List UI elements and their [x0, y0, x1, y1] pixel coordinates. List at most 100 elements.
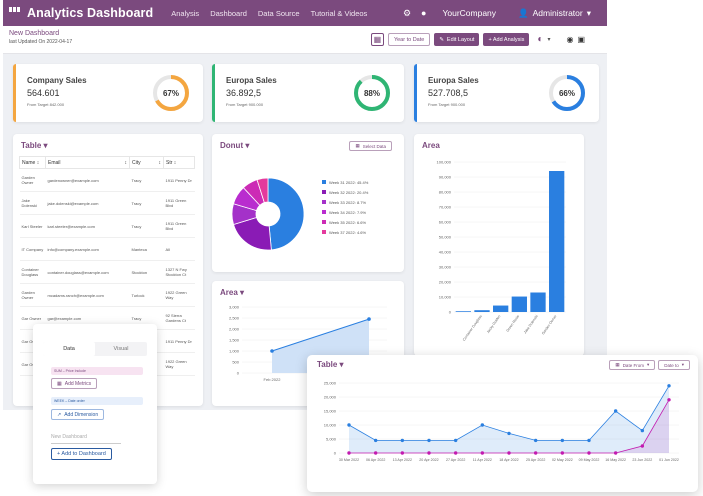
legend-item[interactable]: Week 33 2022: 8.7%: [322, 197, 368, 207]
nav-data-source[interactable]: Data Source: [257, 8, 300, 18]
bar[interactable]: [511, 296, 527, 312]
table-cell: 1922 Green Way: [163, 283, 195, 307]
donut-slice[interactable]: [267, 177, 305, 251]
data-point[interactable]: [453, 451, 458, 455]
legend-item[interactable]: Week 37 2022: 4.6%: [322, 227, 368, 237]
data-point[interactable]: [480, 451, 485, 455]
palette-picker-icon[interactable]: ◐: [537, 34, 544, 45]
chevron-down-icon[interactable]: ▾: [547, 37, 551, 43]
dashboard-name-input[interactable]: New Dashboard: [51, 434, 121, 444]
bar[interactable]: [474, 310, 490, 312]
nav-tutorial[interactable]: Tutorial & Videos: [310, 8, 368, 18]
data-point[interactable]: [667, 384, 671, 388]
company-name[interactable]: YourCompany: [442, 8, 497, 18]
legend-item[interactable]: Week 31 2022: 45.4%: [322, 177, 368, 187]
add-to-dashboard-button[interactable]: + Add to Dashboard: [51, 448, 112, 460]
table-row[interactable]: Karl Steeler karl.steeler@example.com Trac…: [19, 214, 195, 238]
column-header-street[interactable]: Str ↕: [163, 156, 195, 169]
kpi-card-europa-sales[interactable]: Europa Sales 36.892,5 From Target 900.00…: [212, 64, 404, 122]
column-header-name[interactable]: Name ↕: [19, 156, 46, 169]
tab-data[interactable]: Data: [43, 342, 95, 356]
table-row[interactable]: Container Douglass container.douglass@exa…: [19, 260, 195, 284]
add-metrics-button[interactable]: ▦ Add Metrics: [51, 378, 98, 389]
data-point[interactable]: [613, 451, 618, 455]
data-point[interactable]: [667, 398, 671, 402]
top-bar: Analytics Dashboard Analysis Dashboard D…: [3, 0, 607, 26]
bar[interactable]: [549, 171, 565, 312]
data-point[interactable]: [347, 451, 351, 455]
nav-dashboard[interactable]: Dashboard: [210, 8, 247, 18]
legend-item[interactable]: Week 32 2022: 20.4%: [322, 187, 368, 197]
data-point[interactable]: [533, 451, 538, 455]
palette-icon[interactable]: ⚙: [402, 7, 412, 18]
area-fill: [349, 385, 669, 453]
data-point[interactable]: [427, 451, 431, 455]
data-point[interactable]: [533, 438, 538, 443]
data-point[interactable]: [453, 438, 458, 443]
data-point[interactable]: [640, 428, 645, 433]
data-point[interactable]: [587, 438, 591, 443]
tab-visual[interactable]: Visual: [113, 346, 129, 352]
kpi-target: From Target 842.000: [27, 102, 65, 107]
column-header-email[interactable]: Email ↕: [45, 156, 130, 169]
data-point[interactable]: [480, 423, 485, 427]
data-point[interactable]: [400, 438, 405, 443]
date-from-select[interactable]: ▦ Date From ▾: [609, 360, 656, 370]
kpi-card-europa-sales-2[interactable]: Europa Sales 527.708,5 From Target 900.0…: [414, 64, 599, 122]
edit-layout-button[interactable]: ✎ Edit Layout: [434, 33, 480, 46]
card-title[interactable]: Area ▾: [220, 288, 245, 297]
data-point[interactable]: [400, 451, 405, 455]
table-line-chart-panel: Table ▾ ▦ Date From ▾ Date to ▾ 25,000 20…: [307, 355, 698, 492]
legend-label: Week 34 2022: 7.9%: [329, 209, 367, 215]
data-point[interactable]: [270, 349, 274, 353]
legend-item[interactable]: Week 34 2022: 7.9%: [322, 207, 368, 217]
table-row[interactable]: Jake Dolenski jake.dolenski@example.com Tr…: [19, 191, 195, 215]
kpi-card-company-sales[interactable]: Company Sales 564.601 From Target 842.00…: [13, 64, 203, 122]
y-tick-label: 500: [232, 360, 239, 365]
data-point[interactable]: [507, 451, 511, 455]
data-point[interactable]: [373, 451, 378, 455]
bar[interactable]: [530, 292, 546, 313]
year-to-date-button[interactable]: Year to Date: [387, 33, 431, 46]
bar[interactable]: [493, 305, 509, 312]
column-header-city[interactable]: City ↕: [129, 156, 164, 169]
nav-analysis[interactable]: Analysis: [171, 8, 200, 18]
card-title[interactable]: Table ▾: [21, 141, 48, 150]
add-analysis-button[interactable]: + Add Analysis: [483, 33, 530, 46]
x-tick-label: 06 Apr 2022: [366, 458, 385, 462]
data-point[interactable]: [373, 438, 378, 443]
table-row[interactable]: Garden Owner mcadams.ranch@example.com Tur…: [19, 283, 195, 307]
card-title[interactable]: Table ▾: [317, 360, 344, 369]
metric-chip[interactable]: SUM – Price Include: [51, 367, 143, 375]
data-point[interactable]: [507, 431, 511, 436]
legend-item[interactable]: Week 35 2022: 6.6%: [322, 217, 368, 227]
user-menu[interactable]: 👤 Administrator ▾: [518, 8, 591, 19]
calendar-icon[interactable]: ▦: [370, 33, 384, 46]
x-tick-label: 13 Apr 2022: [393, 458, 412, 462]
data-point[interactable]: [587, 451, 591, 455]
dimension-chip[interactable]: WEEK – Date order: [51, 397, 143, 405]
donut-slice[interactable]: [256, 177, 269, 204]
notification-icon[interactable]: ●: [421, 8, 427, 18]
trash-icon[interactable]: ▣: [577, 35, 585, 44]
data-point[interactable]: [640, 444, 645, 448]
data-point[interactable]: [560, 438, 565, 443]
card-title[interactable]: Donut ▾: [220, 141, 250, 150]
legend-swatch: [322, 230, 326, 234]
table-cell: Garden Owner: [19, 168, 46, 192]
select-data-button[interactable]: ▦ Select Data: [349, 141, 392, 151]
table-row[interactable]: Garden Owner gardenowner@example.com Tracy…: [19, 168, 195, 192]
data-point[interactable]: [560, 451, 565, 455]
table-row[interactable]: IT Company info@company.example.com Mantec…: [19, 237, 195, 261]
bar[interactable]: [455, 311, 471, 312]
data-point[interactable]: [613, 409, 618, 413]
table-cell: 1911 Green Blvd: [163, 191, 195, 215]
date-to-select[interactable]: Date to ▾: [658, 360, 690, 370]
camera-icon[interactable]: ◉: [566, 35, 574, 44]
data-point[interactable]: [367, 317, 371, 321]
add-dimension-button[interactable]: ↗ Add Dimension: [51, 409, 105, 420]
data-point[interactable]: [347, 423, 351, 427]
kpi-title: Europa Sales: [428, 76, 479, 85]
data-point[interactable]: [427, 438, 431, 443]
